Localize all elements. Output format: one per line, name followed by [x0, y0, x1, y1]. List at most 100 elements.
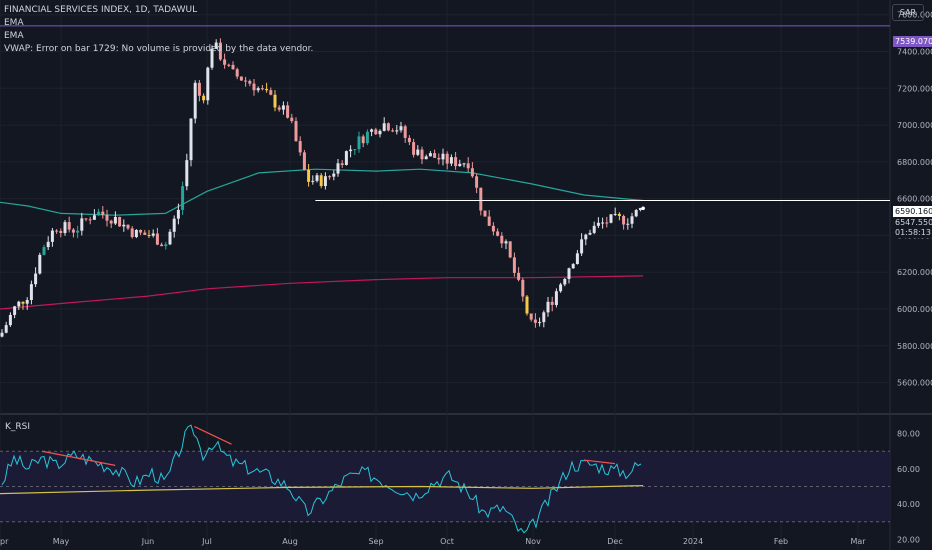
candle-body — [517, 272, 521, 280]
legend-title: FINANCIAL SERVICES INDEX, 1D, TADAWUL — [4, 5, 198, 15]
candle-body — [206, 67, 210, 101]
level-price-tag: 6590.160 — [893, 206, 932, 217]
candle-body — [130, 228, 134, 238]
candle-body — [223, 59, 227, 65]
candle-body — [370, 129, 374, 132]
candle-body — [59, 231, 63, 233]
candle-body — [340, 163, 344, 165]
candle-body — [584, 234, 588, 240]
candle-body — [286, 105, 290, 118]
candle-body — [500, 235, 504, 244]
candle-body — [613, 213, 617, 215]
y-tick-label: 6200.000 — [897, 268, 932, 277]
candle-body — [391, 130, 395, 132]
candle-body — [29, 284, 33, 301]
candle-body — [113, 216, 117, 224]
x-tick-label: Jul — [201, 537, 212, 546]
candle-body — [596, 222, 600, 226]
x-tick-label: Mar — [850, 537, 866, 546]
candle-body — [479, 187, 483, 211]
candle-body — [605, 222, 609, 224]
ema-long-line — [0, 275, 644, 310]
candle-body — [399, 126, 403, 131]
candle-body — [424, 156, 428, 160]
candle-body — [529, 313, 533, 320]
y-tick-label: 5800.000 — [897, 342, 932, 351]
candle-body — [571, 264, 575, 269]
candle-body — [630, 216, 634, 224]
candle-body — [281, 105, 285, 110]
candle-body — [592, 225, 596, 233]
candle-body — [50, 230, 54, 242]
chart-legend: FINANCIAL SERVICES INDEX, 1D, TADAWUL EM… — [4, 4, 313, 56]
candle-body — [210, 48, 214, 68]
candle-body — [227, 64, 231, 66]
currency-badge[interactable]: SAR — [892, 4, 924, 21]
x-tick-label: 2024 — [683, 537, 703, 546]
candle-body — [269, 90, 273, 95]
candle-body — [185, 160, 189, 187]
candle-body — [483, 210, 487, 217]
candle-body — [378, 130, 382, 135]
candle-body — [357, 136, 361, 150]
candle-body — [294, 121, 298, 142]
candle-body — [475, 176, 479, 188]
legend-ema-2[interactable]: EMA — [4, 31, 24, 41]
candle-body — [374, 129, 378, 135]
candle-body — [315, 175, 319, 181]
candle-body — [76, 230, 80, 233]
candle-body — [449, 157, 453, 164]
candle-body — [626, 223, 630, 225]
candle-body — [4, 325, 8, 333]
candle-body — [470, 168, 474, 177]
candle-body — [214, 42, 218, 49]
divergence-line-3 — [584, 459, 616, 465]
candle-body — [563, 278, 567, 285]
candle-body — [155, 233, 159, 245]
candle-body — [84, 218, 88, 220]
candle-body — [512, 257, 516, 273]
countdown-tag: 01:58:13 — [893, 227, 932, 238]
candle-body — [168, 231, 172, 245]
levels — [0, 25, 890, 211]
candle-body — [126, 224, 130, 229]
candle-body — [260, 88, 264, 90]
candle-body — [189, 118, 193, 161]
candle-body — [265, 88, 269, 91]
candle-body — [634, 210, 638, 217]
candle-body — [231, 64, 235, 70]
candle-body — [437, 157, 441, 160]
rsi-y-tick-label: 80.00 — [897, 430, 920, 439]
rsi-y-tick-label: 40.00 — [897, 500, 920, 509]
x-tick-label: Dec — [607, 537, 622, 546]
candle-body — [277, 107, 281, 110]
candle-body — [164, 244, 168, 247]
rsi-y-tick-label: 60.00 — [897, 465, 920, 474]
ema-layer — [0, 168, 644, 310]
candle-body — [252, 83, 256, 91]
candle-body — [71, 229, 75, 233]
candle-body — [17, 301, 21, 307]
top-price-tag: 7539.070 — [893, 36, 932, 47]
rsi-legend[interactable]: K_RSI — [5, 422, 31, 432]
y-tick-label: 7600.000 — [897, 11, 932, 20]
candle-body — [433, 153, 437, 158]
candle-body — [403, 126, 407, 138]
candle-body — [88, 219, 92, 221]
x-tick-label: Jun — [141, 537, 155, 546]
candle-body — [601, 222, 605, 224]
candle-body — [8, 314, 12, 326]
x-tick-label: Nov — [525, 537, 541, 546]
divergence-line-2 — [194, 426, 232, 445]
candle-body — [567, 268, 571, 279]
candle-body — [151, 233, 155, 236]
candle-body — [559, 284, 563, 292]
candle-body — [588, 232, 592, 235]
candle-body — [34, 273, 38, 285]
candle-body — [542, 312, 546, 323]
legend-vwap[interactable]: VWAP: Error on bar 1729: No volume is pr… — [4, 44, 314, 54]
candle-body — [298, 141, 302, 153]
legend-ema-1[interactable]: EMA — [4, 18, 24, 28]
candle-body — [382, 123, 386, 131]
